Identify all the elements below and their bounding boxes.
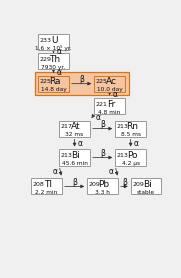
Text: Ac: Ac — [106, 78, 117, 86]
Text: Th: Th — [49, 55, 60, 64]
Text: Po: Po — [127, 151, 137, 160]
Text: α: α — [57, 68, 62, 77]
Text: 233: 233 — [40, 38, 52, 43]
Bar — [94, 98, 125, 114]
Text: stable: stable — [137, 190, 155, 195]
Bar — [59, 150, 90, 165]
Text: 209: 209 — [132, 182, 144, 187]
Bar — [115, 150, 146, 165]
Text: 209: 209 — [89, 182, 101, 187]
Bar — [35, 72, 129, 95]
Bar — [131, 178, 161, 194]
Bar — [94, 76, 125, 92]
Bar — [59, 121, 90, 137]
Bar — [31, 178, 62, 194]
Text: α: α — [113, 90, 118, 100]
Text: Fr: Fr — [107, 100, 115, 109]
Text: 4.8 min: 4.8 min — [98, 110, 121, 115]
Text: 10.0 day: 10.0 day — [97, 87, 123, 92]
Text: 225: 225 — [40, 80, 52, 85]
Text: α: α — [134, 138, 139, 148]
Text: U: U — [52, 36, 58, 45]
Text: β: β — [100, 120, 105, 129]
Text: 7930 yr.: 7930 yr. — [41, 65, 66, 70]
Text: β: β — [72, 178, 77, 187]
Text: At: At — [71, 122, 81, 131]
Bar — [38, 76, 69, 92]
Text: Ra: Ra — [49, 78, 61, 86]
Text: 217: 217 — [61, 125, 73, 130]
Text: 14.8 day: 14.8 day — [41, 87, 66, 92]
Text: α: α — [108, 167, 113, 177]
Text: 8.5 ms: 8.5 ms — [121, 132, 141, 137]
Text: 213: 213 — [61, 153, 73, 158]
Text: Bi: Bi — [143, 180, 152, 189]
Text: Bi: Bi — [71, 151, 80, 160]
Text: 229: 229 — [40, 57, 52, 62]
Text: 1.6 × 10⁵ yr.: 1.6 × 10⁵ yr. — [35, 46, 72, 51]
Bar — [115, 121, 146, 137]
Text: β: β — [122, 178, 127, 187]
Text: 4.2 μs: 4.2 μs — [122, 161, 140, 166]
Text: β: β — [100, 149, 105, 158]
Text: 213: 213 — [117, 153, 129, 158]
Text: 213: 213 — [117, 125, 129, 130]
Text: α: α — [57, 47, 62, 56]
Bar — [38, 53, 69, 69]
Text: α: α — [95, 113, 100, 122]
Text: Rn: Rn — [126, 122, 138, 131]
Text: 45.6 min: 45.6 min — [62, 161, 87, 166]
Text: 3.3 h: 3.3 h — [95, 190, 110, 195]
Text: 225: 225 — [96, 80, 108, 85]
Bar — [38, 34, 69, 50]
Text: 32 ms: 32 ms — [65, 132, 84, 137]
Text: β: β — [79, 75, 84, 84]
Text: 2.2 min: 2.2 min — [35, 190, 58, 195]
Text: α: α — [52, 167, 57, 177]
Bar — [87, 178, 118, 194]
Text: Pb: Pb — [98, 180, 110, 189]
Text: 208: 208 — [33, 182, 45, 187]
Text: 221: 221 — [96, 102, 108, 107]
Text: Tl: Tl — [44, 180, 52, 189]
Text: α: α — [78, 138, 83, 148]
